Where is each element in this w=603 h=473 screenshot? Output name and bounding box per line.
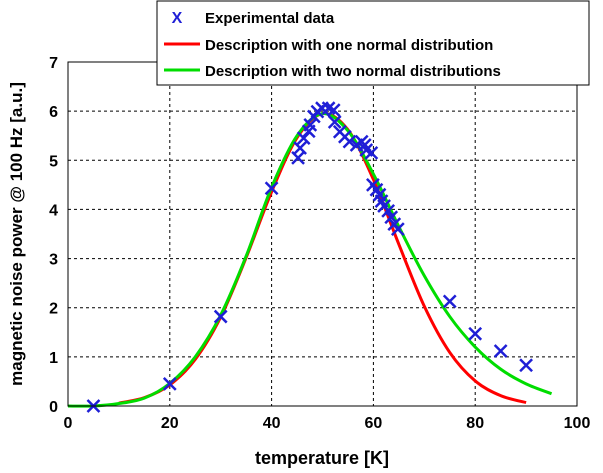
y-axis-label: magnetic noise power @ 100 Hz [a.u.] xyxy=(7,82,26,386)
legend-marker-experimental: X xyxy=(172,10,183,27)
series-lines xyxy=(67,111,553,408)
y-tick-label: 0 xyxy=(49,399,58,416)
data-point-marker xyxy=(442,294,457,309)
legend-label-experimental: Experimental data xyxy=(205,10,335,27)
data-point-marker xyxy=(327,115,342,129)
data-point-marker xyxy=(468,326,483,341)
data-point-marker xyxy=(264,181,279,196)
data-point-marker xyxy=(296,131,311,146)
data-point-marker xyxy=(326,103,341,118)
data-point-marker xyxy=(293,141,307,155)
data-point-marker xyxy=(384,210,399,225)
x-tick-label: 60 xyxy=(365,415,383,432)
x-tick-labels: 0 20 40 60 80 100 xyxy=(64,415,591,432)
data-point-marker xyxy=(519,358,533,373)
data-point-marker xyxy=(342,134,357,149)
legend: X Experimental data Description with one… xyxy=(156,0,590,86)
data-point-marker xyxy=(364,146,379,160)
legend-label-two-normal: Description with two normal distribution… xyxy=(205,63,501,80)
y-tick-label: 6 xyxy=(49,104,58,121)
legend-label-one-normal: Description with one normal distribution xyxy=(205,37,493,54)
y-tick-label: 1 xyxy=(49,350,58,367)
y-tick-labels: 0 1 2 3 4 5 6 7 xyxy=(49,55,58,416)
data-point-marker xyxy=(162,377,177,391)
grid xyxy=(68,62,577,406)
data-point-marker xyxy=(303,118,318,132)
y-tick-label: 7 xyxy=(49,55,58,72)
y-tick-label: 4 xyxy=(49,202,58,219)
x-tick-label: 40 xyxy=(263,415,281,432)
x-tick-label: 20 xyxy=(161,415,179,432)
data-point-marker xyxy=(390,222,405,236)
two-normal-curve xyxy=(67,112,553,408)
y-tick-label: 3 xyxy=(49,252,58,269)
data-markers xyxy=(86,101,533,413)
data-point-marker xyxy=(213,309,228,324)
data-point-marker xyxy=(493,344,508,358)
y-tick-label: 5 xyxy=(49,153,58,170)
legend-box xyxy=(156,0,590,86)
x-tick-label: 100 xyxy=(564,415,591,432)
x-tick-label: 80 xyxy=(466,415,484,432)
x-axis-label: temperature [K] xyxy=(255,448,389,468)
x-tick-label: 0 xyxy=(64,415,73,432)
y-tick-label: 2 xyxy=(49,301,58,318)
